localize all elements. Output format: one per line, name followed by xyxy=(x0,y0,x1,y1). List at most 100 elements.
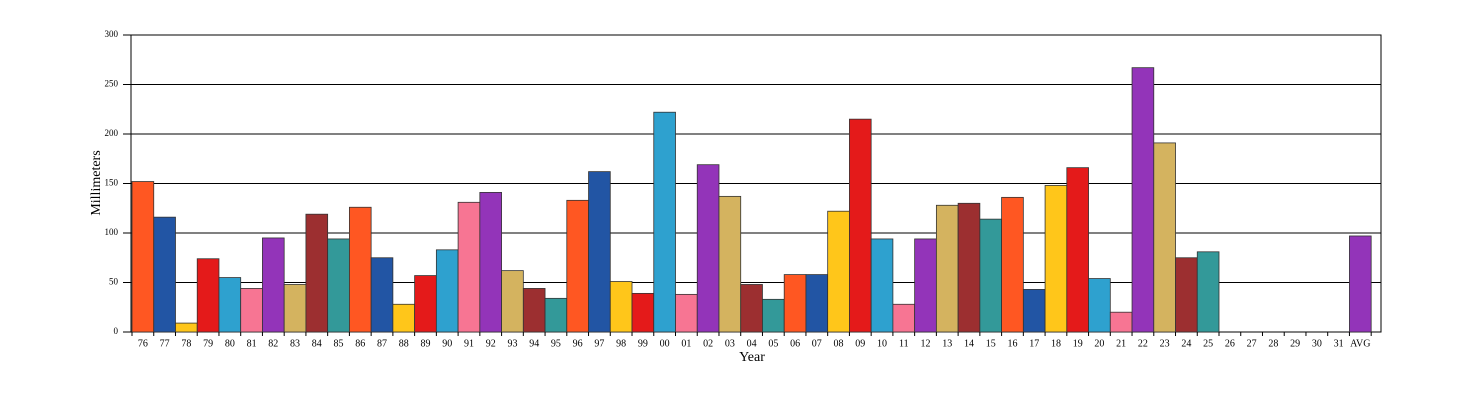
bar xyxy=(1131,67,1155,333)
bar xyxy=(1001,196,1024,333)
bar xyxy=(870,238,894,333)
bar xyxy=(414,275,437,333)
x-tick-label: 99 xyxy=(638,338,648,349)
x-tick-label: 16 xyxy=(1007,338,1017,349)
x-tick-label: AVG xyxy=(1350,338,1370,349)
bar xyxy=(544,297,568,333)
x-tick-label: 13 xyxy=(942,338,952,349)
x-tick-label: 05 xyxy=(768,338,778,349)
bar xyxy=(218,277,242,333)
bar xyxy=(305,213,329,333)
x-tick-label: 02 xyxy=(703,338,713,349)
bar xyxy=(175,322,198,333)
bar xyxy=(892,303,916,333)
x-tick-label: 94 xyxy=(529,338,539,349)
x-tick-label: 86 xyxy=(355,338,365,349)
bar xyxy=(1109,311,1133,333)
bar xyxy=(783,274,807,333)
x-tick-label: 82 xyxy=(268,338,278,349)
bar xyxy=(566,199,589,333)
bar xyxy=(588,171,611,333)
x-tick-label: 31 xyxy=(1334,338,1344,349)
x-tick-label: 87 xyxy=(377,338,387,349)
bar xyxy=(631,292,655,333)
bar xyxy=(1153,142,1176,333)
x-tick-label: 18 xyxy=(1051,338,1061,349)
x-tick-label: 04 xyxy=(747,338,757,349)
y-axis-title: Millimeters xyxy=(89,150,104,215)
bar xyxy=(1349,235,1372,333)
y-tick-label: 50 xyxy=(109,277,119,287)
x-tick-label: 11 xyxy=(899,338,909,349)
bar xyxy=(935,204,959,333)
x-tick-label: 91 xyxy=(464,338,474,349)
bar xyxy=(153,216,176,333)
x-tick-label: 08 xyxy=(834,338,844,349)
bar xyxy=(762,298,785,333)
x-tick-label: 12 xyxy=(921,338,931,349)
y-tick-label: 150 xyxy=(105,178,119,188)
y-tick-label: 0 xyxy=(114,326,119,336)
bar xyxy=(435,249,459,333)
bar xyxy=(479,192,502,333)
bar xyxy=(914,238,937,333)
bar xyxy=(392,303,416,333)
x-tick-label: 96 xyxy=(573,338,583,349)
x-axis-title: Year xyxy=(739,350,765,365)
x-tick-label: 17 xyxy=(1029,338,1039,349)
bar xyxy=(957,202,981,333)
bar xyxy=(1196,251,1220,333)
bar xyxy=(740,284,763,333)
x-tick-label: 26 xyxy=(1225,338,1235,349)
y-tick-label: 300 xyxy=(105,29,119,39)
x-tick-label: 23 xyxy=(1160,338,1170,349)
bar xyxy=(979,218,1002,333)
x-tick-label: 21 xyxy=(1116,338,1126,349)
bar xyxy=(348,206,372,333)
y-tick-label: 250 xyxy=(105,79,119,89)
bar xyxy=(675,293,698,333)
x-tick-label: 85 xyxy=(334,338,344,349)
x-tick-label: 88 xyxy=(399,338,409,349)
x-tick-label: 95 xyxy=(551,338,561,349)
bar xyxy=(609,281,633,333)
x-tick-label: 92 xyxy=(486,338,496,349)
x-tick-label: 25 xyxy=(1203,338,1213,349)
bar xyxy=(1066,167,1089,333)
x-tick-label: 81 xyxy=(247,338,257,349)
x-tick-label: 90 xyxy=(442,338,452,349)
x-tick-label: 06 xyxy=(790,338,800,349)
bar xyxy=(327,238,350,333)
x-tick-label: 89 xyxy=(420,338,430,349)
x-tick-label: 97 xyxy=(594,338,604,349)
x-tick-label: 30 xyxy=(1312,338,1322,349)
x-tick-label: 83 xyxy=(290,338,300,349)
x-tick-label: 07 xyxy=(812,338,822,349)
bar xyxy=(131,181,155,333)
x-tick-label: 76 xyxy=(138,338,148,349)
x-tick-label: 77 xyxy=(160,338,170,349)
x-tick-label: 29 xyxy=(1290,338,1300,349)
x-tick-label: 93 xyxy=(507,338,517,349)
bar xyxy=(1175,257,1198,333)
x-tick-label: 00 xyxy=(660,338,670,349)
x-tick-label: 10 xyxy=(877,338,887,349)
x-tick-label: 01 xyxy=(681,338,691,349)
x-tick-label: 24 xyxy=(1181,338,1191,349)
x-tick-label: 22 xyxy=(1138,338,1148,349)
x-tick-label: 79 xyxy=(203,338,213,349)
bar xyxy=(283,284,307,333)
x-tick-label: 03 xyxy=(725,338,735,349)
x-tick-label: 84 xyxy=(312,338,322,349)
bar xyxy=(370,257,394,333)
y-tick-label: 200 xyxy=(105,128,119,138)
bar xyxy=(827,210,850,333)
bar xyxy=(1044,185,1068,333)
bar xyxy=(522,288,546,333)
x-tick-label: 09 xyxy=(855,338,865,349)
x-tick-label: 15 xyxy=(986,338,996,349)
x-tick-label: 80 xyxy=(225,338,235,349)
bar xyxy=(805,274,829,333)
x-tick-label: 14 xyxy=(964,338,974,349)
